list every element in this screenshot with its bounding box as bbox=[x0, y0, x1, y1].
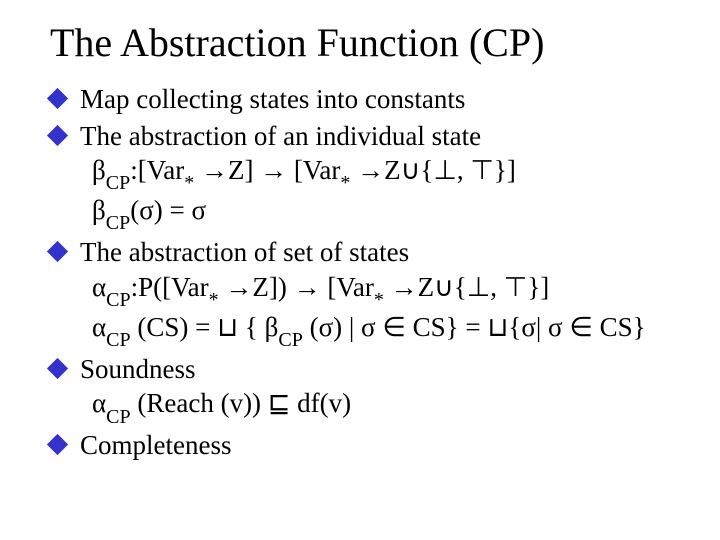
bullet-item: SoundnessαCP (Reach (v)) ⊑ df(v) bbox=[50, 352, 690, 427]
bullet-text: Map collecting states into constants bbox=[80, 84, 465, 114]
diamond-icon bbox=[47, 241, 68, 262]
bullet-item: The abstraction of an individual stateβC… bbox=[50, 119, 690, 234]
bullet-list: Map collecting states into constants The … bbox=[50, 82, 690, 463]
bullet-text: Soundness bbox=[80, 354, 196, 384]
bullet-continuation: αCP (CS) = ⊔ { βCP (σ) | σ ∈ CS} = ⊔{σ| … bbox=[80, 310, 690, 350]
bullet-continuation: αCP (Reach (v)) ⊑ df(v) bbox=[80, 386, 690, 426]
diamond-icon bbox=[47, 124, 68, 145]
slide: The Abstraction Function (CP) Map collec… bbox=[0, 0, 720, 540]
diamond-icon bbox=[47, 88, 68, 109]
bullet-continuation: βCP(σ) = σ bbox=[80, 193, 690, 233]
bullet-continuation: αCP:P([Var* →Z]) → [Var* →Z∪{⊥, ⊤}] bbox=[80, 270, 690, 310]
bullet-text: Completeness bbox=[80, 430, 231, 460]
bullet-text: The abstraction of set of states bbox=[80, 237, 409, 267]
bullet-item: Map collecting states into constants bbox=[50, 82, 690, 117]
diamond-icon bbox=[47, 434, 68, 455]
bullet-item: Completeness bbox=[50, 428, 690, 463]
bullet-continuation: βCP:[Var* →Z] → [Var* →Z∪{⊥, ⊤}] bbox=[80, 153, 690, 193]
bullet-item: The abstraction of set of statesαCP:P([V… bbox=[50, 235, 690, 350]
bullet-text: The abstraction of an individual state bbox=[80, 121, 481, 151]
slide-title: The Abstraction Function (CP) bbox=[50, 20, 690, 66]
diamond-icon bbox=[47, 357, 68, 378]
